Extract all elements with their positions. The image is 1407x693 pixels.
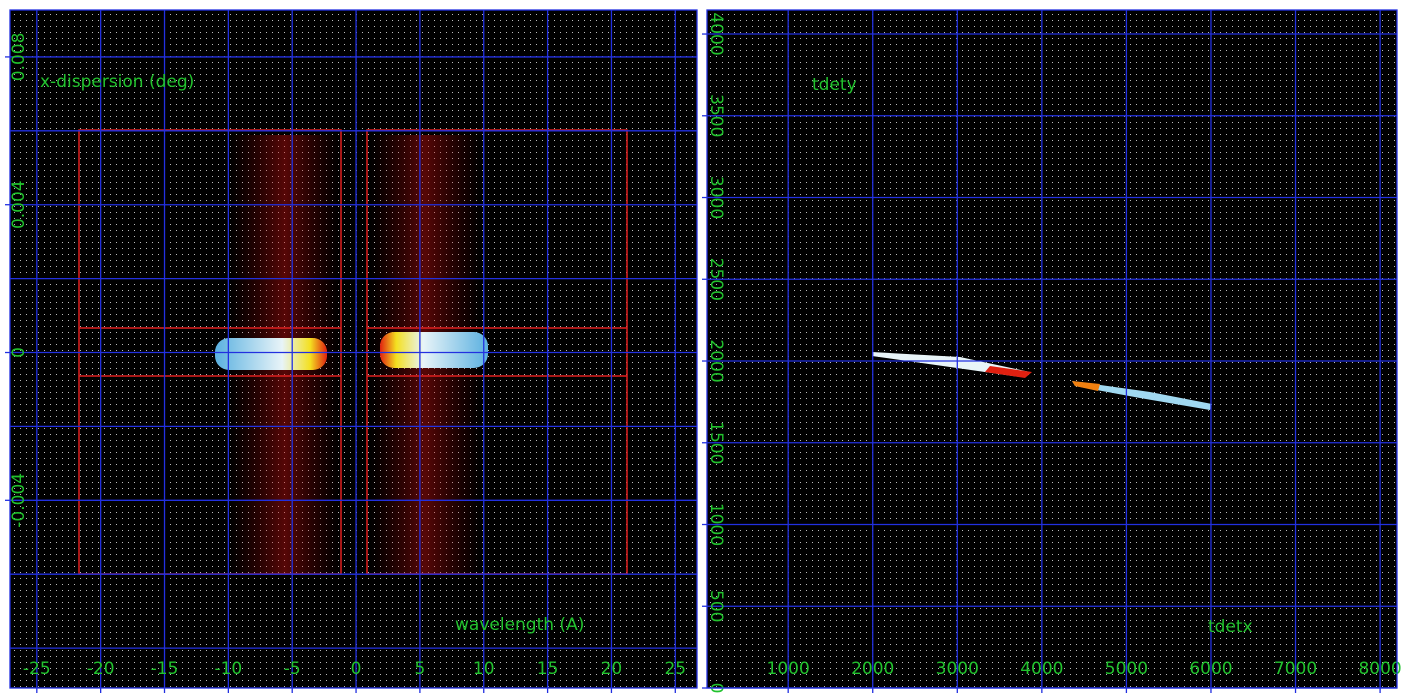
x-tick-label: 15 (537, 659, 559, 679)
y-tick-label: 0.008 (9, 33, 29, 82)
x-axis-label: tdetx (1208, 617, 1253, 637)
x-tick-label: 0 (351, 659, 362, 679)
x-tick-label: -5 (284, 659, 301, 679)
x-tick-label: 5000 (1105, 659, 1148, 679)
y-tick-label: 4000 (706, 12, 726, 55)
x-tick-label: 1000 (767, 659, 810, 679)
x-tick-label: 2000 (851, 659, 894, 679)
x-tick-label: -10 (214, 659, 242, 679)
right-image (872, 352, 1212, 410)
y-axis-label: x-dispersion (deg) (40, 72, 194, 92)
y-axis-label: tdety (812, 75, 857, 95)
axes: -25 -20 -15 -10 -5 0 5 10 15 20 25 -0.004 0 0.004 0.00… (5, 9, 1402, 693)
y-tick-label: 3500 (706, 94, 726, 137)
y-tick-label: 3000 (706, 176, 726, 219)
x-tick-label: 8000 (1358, 659, 1401, 679)
x-tick-label: 5 (414, 659, 425, 679)
x-tick-label: 6000 (1189, 659, 1232, 679)
panel-left (10, 10, 697, 688)
x-tick-label: 7000 (1274, 659, 1317, 679)
x-tick-label: 3000 (936, 659, 979, 679)
x-tick-label: 20 (601, 659, 623, 679)
y-tick-label: 500 (706, 590, 726, 622)
y-tick-label: -0.004 (9, 473, 29, 528)
y-tick-label: 2000 (706, 339, 726, 382)
y-tick-label: 0 (9, 347, 29, 358)
x-tick-label: -20 (87, 659, 115, 679)
frame (706, 9, 1398, 689)
panel-right (707, 10, 1397, 688)
y-tick-label: 1000 (706, 503, 726, 546)
frame (9, 9, 698, 689)
y-tick-label: 1500 (706, 421, 726, 464)
x-tick-label: 25 (664, 659, 686, 679)
y-tick-label: 2500 (706, 258, 726, 301)
x-tick-label: -15 (151, 659, 179, 679)
x-axis-label: wavelength (A) (455, 615, 584, 635)
y-tick-label: 0.004 (9, 180, 29, 229)
x-tick-label: 4000 (1020, 659, 1063, 679)
x-tick-label: 10 (473, 659, 495, 679)
x-tick-label: -25 (23, 659, 51, 679)
